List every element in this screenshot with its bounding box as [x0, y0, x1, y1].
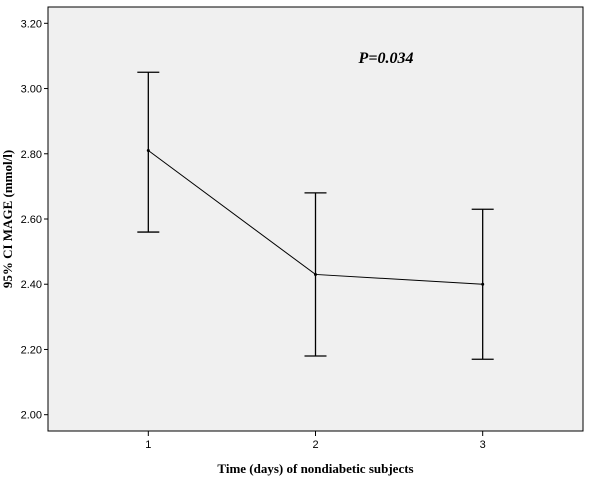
mean-points: [146, 149, 485, 286]
y-tick-label: 2.20: [21, 344, 42, 356]
x-axis-title: Time (days) of nondiabetic subjects: [217, 461, 413, 476]
mean-point: [314, 272, 317, 276]
y-tick-label: 3.00: [21, 84, 42, 96]
x-tick-label: 3: [480, 439, 486, 451]
y-tick-label: 3.20: [21, 18, 42, 30]
x-tick-label: 2: [312, 439, 318, 451]
p-value-annotation: P=0.034: [358, 50, 414, 67]
y-tick-label: 2.00: [21, 410, 42, 422]
y-tick-label: 2.60: [21, 214, 42, 226]
x-tick-label: 1: [145, 439, 151, 451]
mean-point: [146, 149, 150, 153]
mean-point: [481, 282, 485, 286]
y-axis: 2.00 2.20 2.40 2.60 2.80 3.00 3.20: [21, 18, 48, 422]
error-bars: [137, 71, 494, 360]
y-axis-title: 95% CI MAGE (mmol/l): [0, 150, 15, 288]
y-tick-label: 2.40: [21, 279, 42, 291]
x-axis: 1 2 3: [145, 431, 486, 451]
y-tick-label: 2.80: [21, 149, 42, 161]
